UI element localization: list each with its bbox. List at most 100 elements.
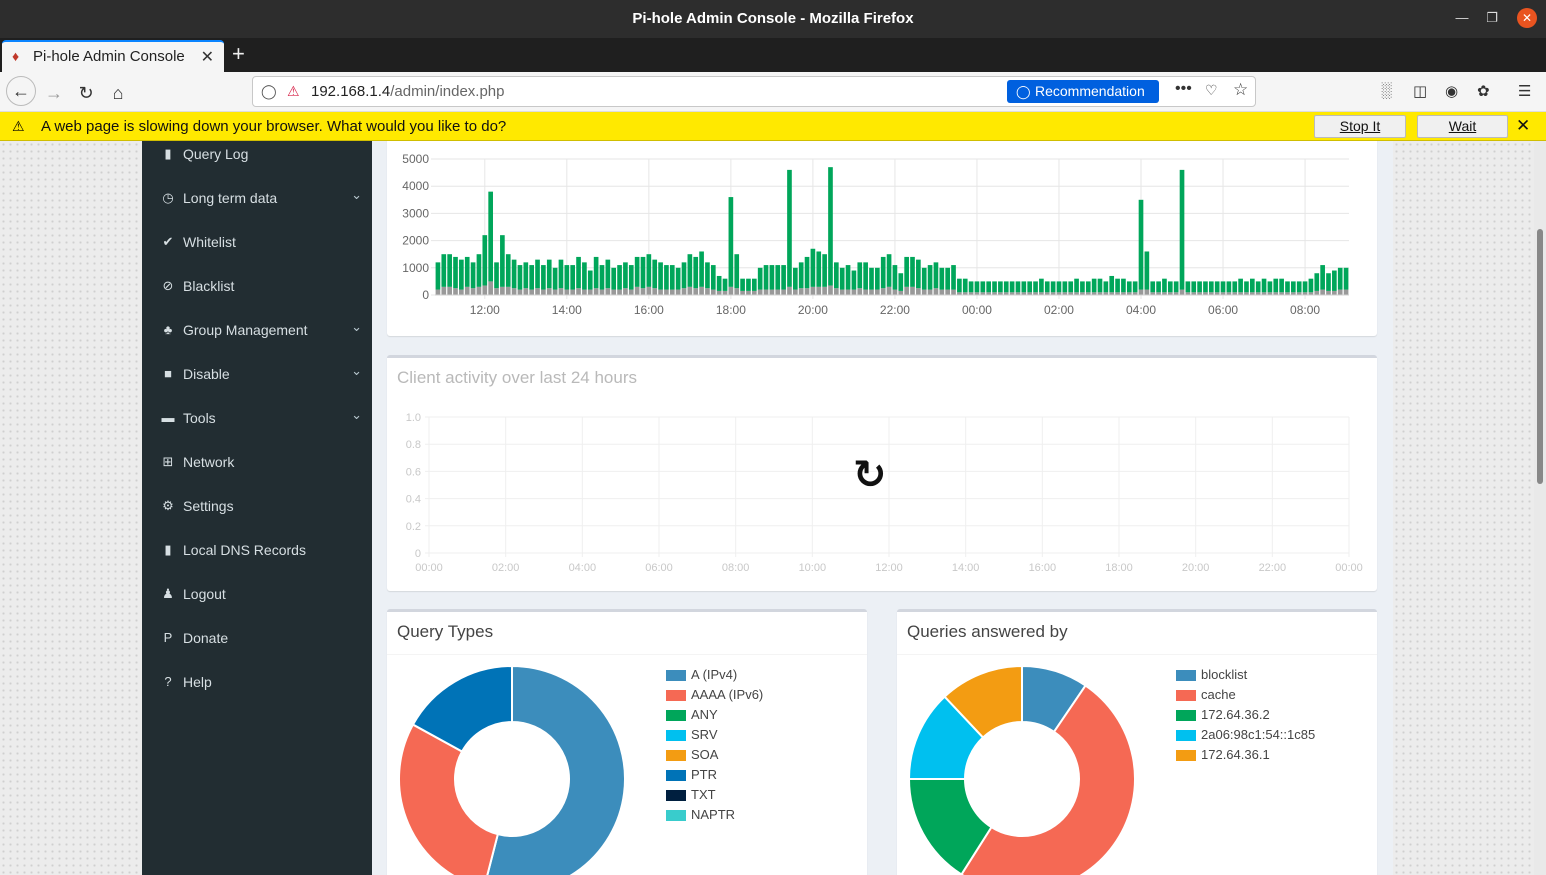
bar-blocked [886, 286, 892, 295]
bar-permitted [1003, 281, 1009, 293]
bar-blocked [1115, 292, 1120, 295]
legend-label: SRV [691, 727, 718, 742]
x-tick-label: 06:00 [645, 562, 673, 574]
close-window-icon[interactable]: ✕ [1517, 8, 1537, 28]
bar-blocked [1191, 292, 1197, 295]
wait-button[interactable]: Wait [1417, 115, 1508, 138]
recommendation-button[interactable]: ◯ Recommendation [1007, 80, 1159, 103]
x-tick-label: 04:00 [1126, 303, 1156, 317]
bookmark-star-icon[interactable]: ☆ [1233, 80, 1249, 99]
bar-permitted [810, 248, 816, 287]
bar-blocked [845, 289, 851, 295]
extension-icon[interactable]: ✿ [1477, 83, 1490, 100]
bar-permitted [1085, 281, 1091, 293]
sidebar-item-whitelist[interactable]: ✔ Whitelist [142, 234, 372, 278]
bar-permitted [1115, 278, 1120, 293]
bar-permitted [570, 265, 576, 290]
bar-permitted [587, 270, 593, 290]
notification-close-icon[interactable]: ✕ [1516, 116, 1531, 135]
home-button[interactable]: ⌂ [112, 83, 124, 103]
reload-button[interactable]: ↻ [78, 83, 94, 103]
sidebar-item-query-log[interactable]: ▮ Query Log [142, 146, 372, 190]
sidebar-item-help[interactable]: ? Help [142, 674, 372, 718]
bar-permitted [488, 191, 493, 282]
bar-permitted [1033, 281, 1038, 293]
bar-blocked [1285, 292, 1290, 295]
stop-it-button[interactable]: Stop It [1314, 115, 1406, 138]
bar-blocked [1056, 292, 1062, 295]
bar-blocked [1267, 292, 1273, 295]
tab-close-icon[interactable]: ✕ [200, 49, 214, 66]
chevron-down-icon[interactable]: ⌄ [351, 363, 362, 378]
bar-blocked [740, 290, 745, 295]
bar-permitted [1332, 270, 1337, 291]
sidebar-item-local-dns-records[interactable]: ▮ Local DNS Records [142, 542, 372, 586]
bar-blocked [916, 288, 921, 295]
bar-blocked [705, 288, 710, 295]
bar-permitted [898, 273, 904, 291]
sidebar-item-label: Help [183, 674, 212, 690]
sidebar-item-settings[interactable]: ⚙ Settings [142, 498, 372, 542]
page-scrollbar[interactable] [1534, 141, 1546, 875]
sidebar-item-tools[interactable]: ▬ Tools ⌄ [142, 407, 372, 454]
sidebar-item-label: Whitelist [183, 234, 236, 250]
bar-blocked [1255, 292, 1261, 295]
bar-blocked [459, 289, 464, 295]
bar-permitted [792, 267, 798, 290]
pocket-icon[interactable]: ♡ [1205, 82, 1218, 98]
insecure-lock-icon[interactable]: ⚠ [287, 83, 300, 99]
account-icon[interactable]: ◉ [1445, 83, 1459, 100]
library-icon[interactable]: ░ [1381, 82, 1392, 99]
minimize-icon[interactable]: — [1455, 10, 1469, 25]
bar-permitted [968, 281, 974, 293]
forward-button[interactable]: → [45, 83, 63, 103]
menu-icon[interactable]: ☰ [1518, 83, 1532, 100]
sidebar-item-group-management[interactable]: ♣ Group Management ⌄ [142, 319, 372, 366]
bar-blocked [669, 289, 675, 295]
y-tick-label: 2000 [402, 234, 429, 248]
page-actions-icon[interactable]: ••• [1175, 80, 1192, 97]
bar-permitted [1027, 281, 1033, 293]
chevron-down-icon[interactable]: ⌄ [351, 319, 362, 334]
sidebar-item-label: Local DNS Records [183, 542, 306, 558]
chevron-down-icon[interactable]: ⌄ [351, 407, 362, 422]
new-tab-icon[interactable]: + [232, 41, 245, 66]
bar-permitted [628, 265, 634, 290]
bar-permitted [1326, 273, 1331, 291]
bar-permitted [611, 267, 617, 290]
shield-icon[interactable]: ◯ [261, 83, 277, 99]
back-button[interactable]: ← [6, 76, 36, 106]
bar-permitted [576, 256, 581, 289]
sidebar-item-label: Logout [183, 586, 226, 602]
bar-blocked [1062, 292, 1068, 295]
bar-permitted [517, 265, 523, 290]
bar-permitted [1203, 281, 1208, 293]
url-bar[interactable]: ◯ ⚠ 192.168.1.4/admin/index.php ◯ Recomm… [252, 76, 1256, 107]
sidebar-item-blacklist[interactable]: ⊘ Blacklist [142, 278, 372, 322]
bar-blocked [1085, 292, 1091, 295]
restore-icon[interactable]: ❐ [1486, 10, 1498, 25]
x-tick-label: 00:00 [962, 303, 992, 317]
bar-permitted [869, 267, 874, 290]
bar-blocked [634, 286, 640, 295]
sidebar-item-disable[interactable]: ■ Disable ⌄ [142, 363, 372, 410]
bar-permitted [1337, 267, 1343, 290]
tab-pihole[interactable]: ♦ Pi-hole Admin Console ✕ [2, 40, 224, 72]
y-tick-label: 0 [415, 548, 421, 560]
bar-permitted [1021, 281, 1027, 293]
url-text[interactable]: 192.168.1.4/admin/index.php [311, 83, 505, 100]
slice-aaaa-ipv6- [398, 723, 500, 875]
bar-blocked [1203, 292, 1208, 295]
chevron-down-icon[interactable]: ⌄ [351, 187, 362, 202]
sidebar-item-network[interactable]: ⊞ Network [142, 454, 372, 498]
bar-blocked [500, 286, 505, 295]
sidebar-item-logout[interactable]: ♟ Logout [142, 586, 372, 630]
sidebar-item-long-term-data[interactable]: ◷ Long term data ⌄ [142, 187, 372, 234]
sidebar-item-donate[interactable]: P Donate [142, 630, 372, 674]
bar-blocked [710, 289, 716, 295]
sidebar-toggle-icon[interactable]: ◫ [1413, 83, 1428, 100]
bar-blocked [974, 292, 980, 295]
scrollbar-thumb[interactable] [1537, 229, 1543, 484]
sidebar-item-label: Network [183, 454, 235, 470]
nav-toolbar: ← → ↻ ⌂ ◯ ⚠ 192.168.1.4/admin/index.php … [0, 72, 1546, 112]
